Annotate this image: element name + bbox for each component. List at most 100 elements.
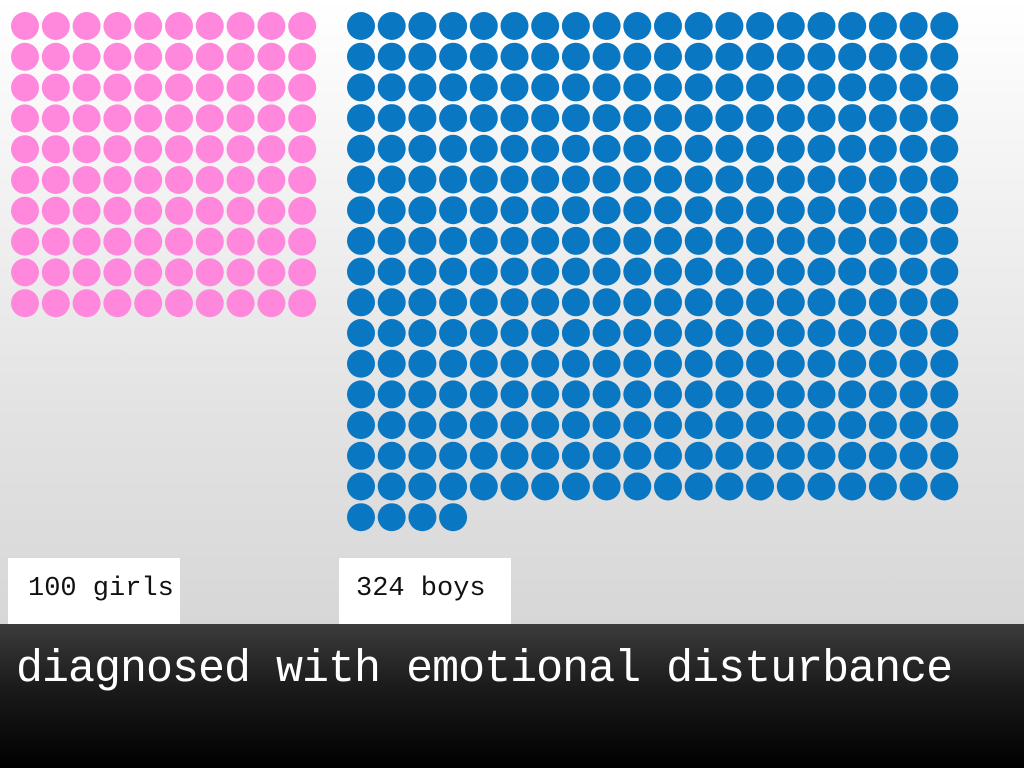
boy-dot: [807, 472, 836, 501]
boy-dot: [623, 288, 652, 317]
boy-dot: [715, 134, 744, 163]
boy-dot: [500, 134, 529, 163]
boy-dot: [654, 196, 682, 225]
girl-dot: [165, 42, 193, 71]
boy-dot: [930, 411, 959, 440]
boy-dot: [377, 288, 406, 317]
boy-dot: [838, 165, 867, 194]
boy-dot: [408, 288, 437, 317]
boy-dot: [347, 472, 375, 501]
boy-dot: [439, 196, 468, 225]
boy-dot: [500, 226, 529, 255]
boy-dot: [684, 42, 713, 71]
boy-dot: [776, 472, 805, 501]
girl-dot: [134, 135, 163, 164]
boy-dot: [531, 349, 560, 378]
boy-dot: [439, 411, 468, 440]
boy-dot: [930, 12, 959, 40]
boy-dot: [807, 134, 836, 163]
boy-dot: [592, 42, 621, 71]
girl-dot: [257, 289, 286, 318]
boy-dot: [469, 441, 498, 470]
boy-dot: [899, 12, 928, 40]
girl-dot: [257, 227, 286, 256]
boy-dot: [838, 134, 867, 163]
boy-dot: [746, 411, 775, 440]
boy-dot: [377, 411, 406, 440]
boy-dot: [347, 73, 375, 102]
boy-dot: [561, 288, 590, 317]
boy-dot: [377, 12, 406, 40]
girl-dot: [103, 104, 132, 133]
boy-dot: [623, 134, 652, 163]
boy-dot: [838, 12, 867, 40]
boy-dot: [868, 349, 897, 378]
boy-dot: [746, 165, 775, 194]
girl-dot: [165, 196, 193, 225]
boy-dot: [654, 42, 682, 71]
boy-dot: [623, 349, 652, 378]
girl-dot: [72, 289, 101, 318]
girl-dot: [165, 135, 193, 164]
boy-dot: [776, 73, 805, 102]
boy-dot: [623, 226, 652, 255]
boy-dot: [408, 104, 437, 133]
boy-dot: [654, 257, 682, 286]
boy-dot: [500, 288, 529, 317]
girl-dot: [134, 12, 163, 40]
boy-dot: [469, 380, 498, 409]
boy-dot: [930, 472, 959, 501]
girl-dot: [226, 258, 255, 287]
boy-dot: [347, 288, 375, 317]
boy-dot: [654, 73, 682, 102]
boy-dot: [561, 104, 590, 133]
girl-dot: [103, 289, 132, 318]
boy-dot: [807, 226, 836, 255]
boy-dot: [838, 349, 867, 378]
boy-dot: [746, 349, 775, 378]
boy-dot: [868, 411, 897, 440]
boy-dot: [715, 226, 744, 255]
boy-dot: [531, 319, 560, 347]
girl-dot: [288, 227, 317, 256]
boy-dot: [838, 411, 867, 440]
girl-dot: [195, 227, 224, 256]
boy-dot: [347, 349, 375, 378]
boy-dot: [623, 42, 652, 71]
boy-dot: [930, 349, 959, 378]
boy-dot: [469, 134, 498, 163]
boy-dot: [347, 503, 375, 532]
boy-dot: [561, 319, 590, 347]
boy-dot: [654, 441, 682, 470]
girl-dot: [257, 104, 286, 133]
boy-dot: [715, 288, 744, 317]
girl-dot: [288, 196, 317, 225]
boy-dot: [807, 12, 836, 40]
boy-dot: [868, 196, 897, 225]
boy-dot: [408, 73, 437, 102]
girl-dot: [72, 42, 101, 71]
boy-dot: [654, 12, 682, 40]
boy-dot: [469, 319, 498, 347]
girl-dot: [11, 166, 39, 194]
boy-dot: [684, 257, 713, 286]
boy-dot: [654, 165, 682, 194]
boy-dot: [899, 441, 928, 470]
boy-dot: [408, 226, 437, 255]
girl-dot: [195, 258, 224, 287]
boy-dot: [715, 257, 744, 286]
boy-dot: [899, 472, 928, 501]
boy-dot: [561, 349, 590, 378]
boy-dot: [623, 380, 652, 409]
boy-dot: [469, 73, 498, 102]
boy-dot: [930, 226, 959, 255]
boy-dot: [684, 380, 713, 409]
girl-dot: [195, 135, 224, 164]
girl-dot: [257, 258, 286, 287]
boy-dot: [715, 165, 744, 194]
girl-dot: [41, 135, 70, 164]
boy-dot: [561, 226, 590, 255]
boy-dot: [531, 104, 560, 133]
boy-dot: [807, 411, 836, 440]
boy-dot: [776, 349, 805, 378]
